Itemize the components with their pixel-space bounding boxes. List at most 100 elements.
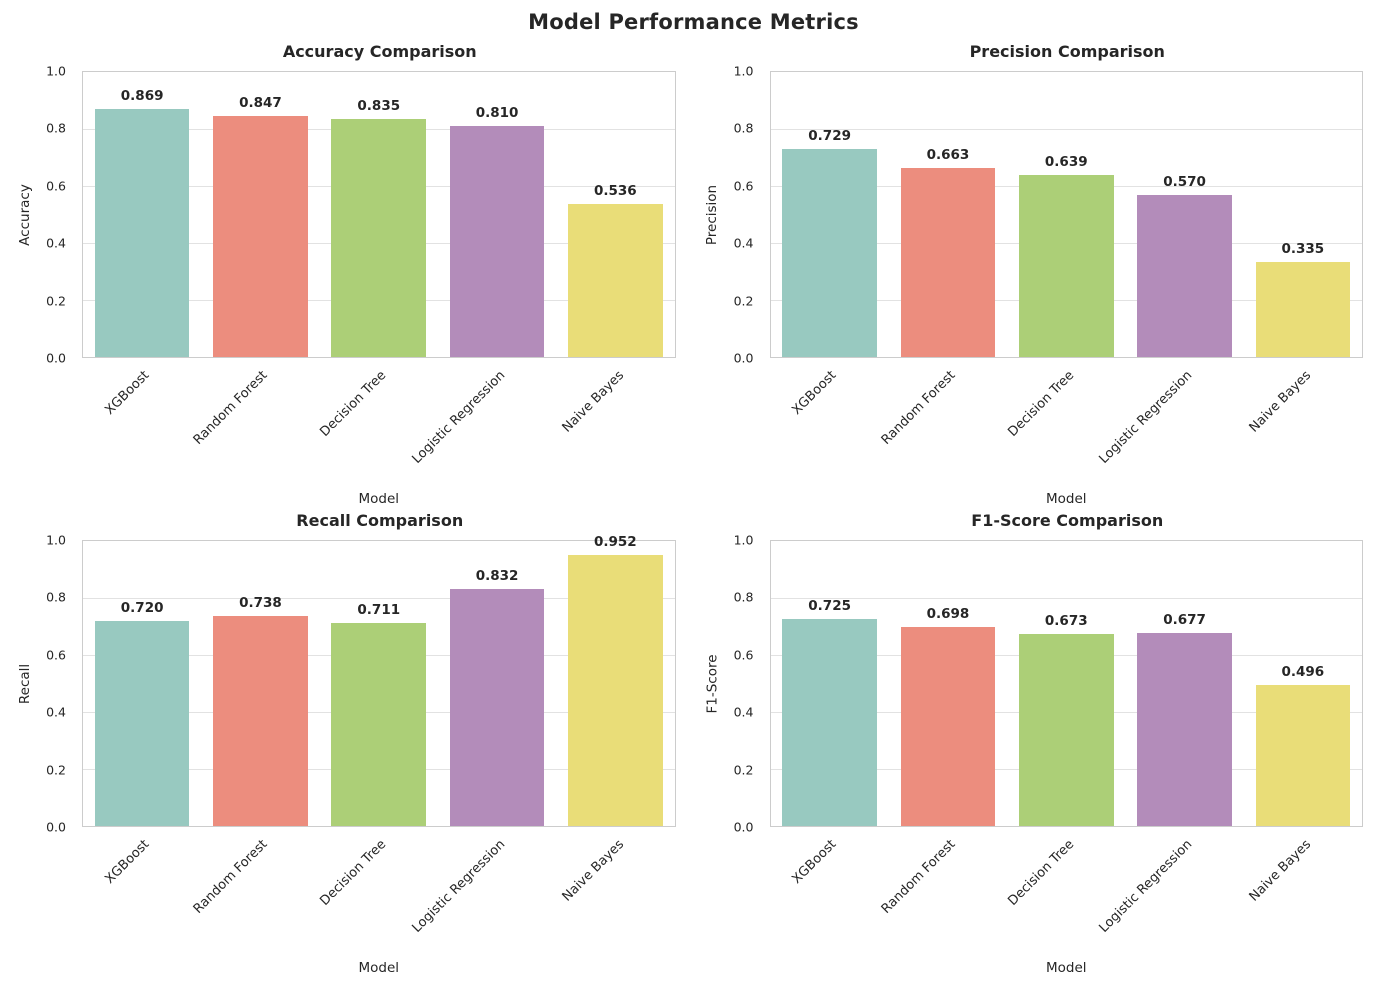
- y-tick-label: 1.0: [733, 532, 754, 548]
- y-tick-label: 0.4: [46, 235, 66, 251]
- bar-value-label: 0.570: [1163, 173, 1206, 190]
- x-axis-ticks: XGBoost Random Forest Decision Tree Logisti…: [789, 368, 1315, 467]
- y-tick-label: 1.0: [46, 63, 66, 79]
- y-tick-label: 0.8: [733, 120, 754, 136]
- bar-random-forest: [900, 627, 996, 826]
- chart-body: Precision 0.0 0.2 0.4 0.6 0.8 1.0 0.729 0.663 0…: [705, 64, 1363, 507]
- charts-grid: Accuracy Comparison Accuracy 0.0 0.2 0.4 0.…: [0, 34, 1387, 981]
- x-axis-label: Model: [358, 960, 400, 976]
- bar-xgboost: [94, 620, 190, 826]
- y-axis-label: F1-Score: [704, 653, 721, 714]
- bar-value-label: 0.738: [239, 594, 282, 611]
- bar-xgboost: [94, 109, 190, 357]
- y-axis-label: Recall: [17, 663, 33, 704]
- y-axis-ticks: 0.0 0.2 0.4 0.6 0.8 1.0: [32, 533, 74, 835]
- bar-logistic-regression: [1137, 194, 1232, 357]
- chart-title: Recall Comparison: [296, 511, 464, 530]
- bar-value-label: 0.663: [926, 147, 970, 164]
- x-axis-label: Model: [358, 491, 400, 507]
- y-axis-ticks: 0.0 0.2 0.4 0.6 0.8 1.0: [720, 64, 762, 366]
- gridline: [770, 129, 1362, 130]
- bar-value-label: 0.720: [120, 599, 164, 616]
- y-tick-label: 0.2: [733, 293, 754, 309]
- accuracy-chart-panel: Accuracy Comparison Accuracy 0.0 0.2 0.4 0.…: [6, 34, 694, 507]
- x-axis-ticks: XGBoost Random Forest Decision Tree Logisti…: [101, 368, 627, 467]
- y-tick-label: 0.8: [46, 120, 66, 136]
- bar-value-label: 0.711: [357, 602, 401, 619]
- y-tick-label: 0.6: [733, 647, 754, 663]
- y-tick-label: 0.4: [733, 704, 754, 720]
- bar-value-label: 0.832: [475, 567, 519, 584]
- x-axis-ticks: XGBoost Random Forest Decision Tree Logisti…: [101, 837, 627, 936]
- chart-body: Recall 0.0 0.2 0.4 0.6 0.8 1.0 0.720 0.738 0.71…: [17, 533, 676, 976]
- plot-area: 0.725 0.698 0.673 0.677 0.496: [769, 540, 1363, 827]
- bar-value-label: 0.725: [808, 598, 851, 615]
- y-tick-label: 0.4: [733, 235, 754, 251]
- gridline: [770, 598, 1362, 599]
- bar-naive-bayes: [568, 554, 663, 826]
- y-tick-label: 0.2: [733, 762, 754, 778]
- precision-chart-panel: Precision Comparison Precision 0.0 0.2 0.4…: [694, 34, 1382, 507]
- bar-value-label: 0.698: [926, 606, 970, 623]
- bar-value-label: 0.536: [593, 183, 637, 200]
- y-tick-label: 0.6: [46, 647, 66, 663]
- f1-score-chart-panel: F1-Score Comparison F1-Score 0.0 0.2 0.4 0.…: [694, 503, 1382, 981]
- y-tick-label: 0.8: [46, 589, 66, 605]
- chart-body: Accuracy 0.0 0.2 0.4 0.6 0.8 1.0 0.869 0.847 0.…: [17, 64, 676, 507]
- bar-value-label: 0.810: [475, 105, 519, 122]
- y-tick-label: 0.0: [733, 819, 754, 835]
- bar-xgboost: [782, 149, 877, 357]
- y-axis-label: Accuracy: [17, 183, 34, 246]
- y-tick-label: 0.6: [46, 178, 66, 194]
- bar-value-label: 0.639: [1044, 153, 1088, 170]
- plot-area: 0.869 0.847 0.835 0.810 0.536: [82, 71, 676, 358]
- bar-naive-bayes: [1255, 684, 1351, 826]
- bar-naive-bayes: [1255, 261, 1351, 357]
- y-axis-ticks: 0.0 0.2 0.4 0.6 0.8 1.0: [720, 533, 762, 835]
- bar-logistic-regression: [1137, 633, 1232, 826]
- y-tick-label: 1.0: [733, 63, 754, 79]
- y-tick-label: 0.0: [733, 350, 754, 366]
- bar-random-forest: [213, 115, 308, 357]
- bar-value-label: 0.673: [1044, 613, 1088, 630]
- recall-chart-panel: Recall Comparison Recall 0.0 0.2 0.4 0.6 0.8…: [6, 503, 694, 981]
- chart-body: F1-Score 0.0 0.2 0.4 0.6 0.8 1.0 0.725 0.698 0.…: [705, 533, 1363, 976]
- bar-value-label: 0.729: [808, 128, 851, 145]
- y-tick-label: 1.0: [46, 532, 66, 548]
- bar-decision-tree: [1018, 634, 1114, 826]
- bar-decision-tree: [1018, 174, 1114, 357]
- bar-value-label: 0.847: [239, 94, 282, 111]
- y-tick-label: 0.6: [733, 178, 754, 194]
- y-axis-label: Precision: [704, 184, 721, 245]
- y-tick-label: 0.0: [46, 350, 66, 366]
- bar-value-label: 0.335: [1281, 240, 1325, 257]
- bar-logistic-regression: [449, 126, 545, 357]
- bar-xgboost: [782, 619, 877, 826]
- bar-value-label: 0.677: [1163, 612, 1206, 629]
- bar-decision-tree: [331, 119, 427, 357]
- x-axis-label: Model: [1045, 491, 1087, 507]
- chart-title: Accuracy Comparison: [282, 42, 477, 61]
- bar-random-forest: [213, 615, 308, 826]
- chart-title: F1-Score Comparison: [971, 511, 1164, 530]
- y-tick-label: 0.4: [46, 704, 66, 720]
- y-tick-label: 0.2: [46, 762, 66, 778]
- bar-value-label: 0.869: [120, 88, 164, 105]
- y-tick-label: 0.8: [733, 589, 754, 605]
- y-tick-label: 0.0: [46, 819, 66, 835]
- figure-suptitle: Model Performance Metrics: [528, 10, 859, 34]
- bar-value-label: 0.496: [1281, 663, 1325, 680]
- y-tick-label: 0.2: [46, 293, 66, 309]
- x-axis-ticks: XGBoost Random Forest Decision Tree Logisti…: [789, 837, 1315, 936]
- bar-random-forest: [900, 168, 996, 357]
- y-axis-ticks: 0.0 0.2 0.4 0.6 0.8 1.0: [32, 64, 74, 366]
- plot-area: 0.729 0.663 0.639 0.570 0.335: [769, 71, 1363, 358]
- x-axis-label: Model: [1045, 960, 1087, 976]
- bar-decision-tree: [331, 623, 427, 826]
- chart-title: Precision Comparison: [969, 42, 1165, 61]
- bar-naive-bayes: [568, 204, 663, 357]
- bar-value-label: 0.835: [357, 98, 401, 115]
- gridline: [83, 598, 675, 599]
- bar-logistic-regression: [449, 588, 545, 826]
